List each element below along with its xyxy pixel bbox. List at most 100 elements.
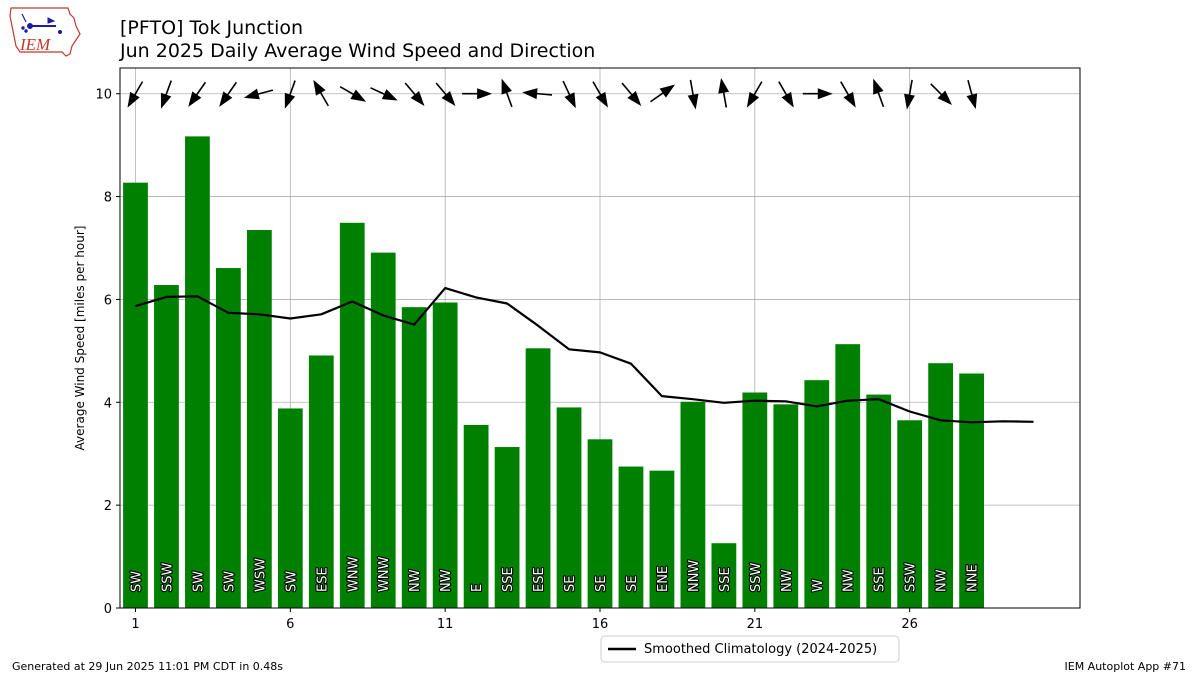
arrow-head	[564, 92, 576, 109]
arrow-head	[350, 89, 367, 102]
climatology-line-layer	[135, 287, 1034, 424]
speed-bar	[742, 392, 768, 608]
direction-arrow	[621, 82, 642, 106]
direction-arrow	[370, 87, 398, 101]
direction-arrow	[435, 82, 456, 106]
speed-bar	[185, 136, 210, 608]
direction-label: SE	[594, 576, 609, 592]
arrow-head	[313, 79, 326, 96]
direction-arrow	[313, 79, 329, 107]
speed-bar	[897, 420, 923, 608]
arrow-head	[477, 88, 493, 100]
arrow-head	[904, 93, 915, 110]
direction-label: NW	[842, 569, 857, 592]
app-id: IEM Autoplot App #71	[1064, 660, 1187, 673]
arrow-head	[410, 90, 425, 106]
speed-bar	[525, 348, 551, 608]
arrow-head	[127, 91, 140, 108]
arrow-shaft	[621, 82, 635, 98]
arrow-head	[243, 88, 260, 100]
direction-label: WNW	[377, 556, 392, 592]
direction-label: SW	[284, 571, 299, 592]
direction-arrow	[501, 78, 513, 108]
x-tick-label: 6	[286, 617, 294, 632]
speed-bar	[308, 355, 334, 608]
speed-bar	[959, 373, 984, 608]
speed-bar	[277, 408, 303, 608]
x-tick-label: 1	[131, 617, 139, 632]
arrow-shaft	[164, 80, 172, 98]
iowa-state-outline	[9, 7, 81, 57]
arrow-head	[781, 91, 794, 108]
arrow-head	[219, 91, 233, 107]
x-tick-label: 26	[901, 617, 918, 632]
arrow-head	[188, 91, 202, 107]
speed-bar	[154, 285, 179, 608]
arrow-head	[817, 88, 833, 100]
legend-label: Smoothed Climatology (2024-2025)	[644, 642, 877, 657]
direction-label: SE	[563, 576, 578, 592]
speed-bar	[587, 439, 613, 608]
direction-label: SW	[129, 571, 144, 592]
arrow-head	[381, 89, 398, 101]
direction-arrow	[904, 79, 915, 110]
direction-arrow	[650, 84, 676, 103]
direction-arrow	[219, 81, 238, 107]
logo-text: IEM	[19, 35, 51, 54]
speed-bar	[773, 404, 799, 608]
speed-bar	[432, 302, 458, 608]
direction-label: SSE	[501, 567, 516, 592]
y-tick-label: 10	[95, 88, 112, 103]
arrow-head	[746, 91, 760, 108]
direction-label: SSE	[873, 567, 888, 592]
speed-bar	[711, 543, 737, 608]
direction-arrow	[802, 88, 833, 100]
y-tick-label: 8	[104, 191, 112, 206]
direction-label: E	[470, 584, 485, 592]
speed-bars	[123, 136, 984, 609]
direction-arrow	[840, 81, 856, 108]
y-tick-label: 4	[104, 396, 112, 411]
direction-label: W	[811, 579, 826, 592]
direction-label: WNW	[346, 556, 361, 592]
y-tick-label: 0	[104, 602, 112, 617]
direction-arrow	[404, 82, 425, 106]
direction-label: NNE	[966, 564, 981, 592]
chart-subtitle: Jun 2025 Daily Average Wind Speed and Di…	[120, 40, 596, 62]
y-tick-label: 6	[104, 293, 112, 308]
arrow-shaft	[255, 89, 274, 96]
speed-bar	[401, 307, 427, 608]
direction-label: ESE	[315, 567, 330, 592]
arrow-head	[595, 91, 608, 108]
direction-arrow	[243, 88, 274, 100]
direction-label: ENE	[656, 566, 671, 592]
speed-bar	[866, 394, 892, 608]
arrow-head	[627, 90, 642, 106]
speed-bar	[618, 466, 644, 608]
arrow-head	[441, 90, 456, 106]
direction-label: NW	[780, 569, 795, 592]
legend-box	[600, 635, 900, 663]
arrow-head	[966, 93, 978, 110]
direction-arrow	[522, 88, 553, 100]
arrow-head	[937, 90, 952, 106]
arrow-head	[522, 88, 538, 100]
speed-bar	[556, 407, 582, 608]
direction-arrow	[930, 83, 952, 106]
x-tick-label: 11	[437, 617, 454, 632]
direction-arrow	[284, 80, 296, 109]
speed-bar	[680, 401, 706, 608]
direction-arrow	[462, 88, 493, 100]
direction-label: SW	[191, 571, 206, 592]
arrow-head	[160, 92, 172, 109]
direction-arrow	[778, 81, 794, 108]
speed-bar	[370, 252, 396, 608]
speed-bar	[216, 268, 241, 608]
x-tick-label: 16	[592, 617, 609, 632]
arrow-shaft	[562, 80, 572, 98]
direction-label: SSE	[718, 567, 733, 592]
direction-label: SE	[625, 576, 640, 592]
y-axis-label: Average Wind Speed [miles per hour]	[73, 226, 87, 451]
